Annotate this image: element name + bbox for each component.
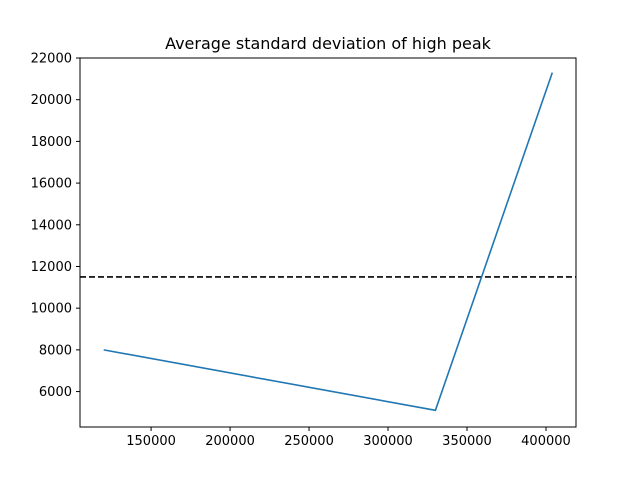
series-line [103,72,554,412]
x-axis: 150000 200000 250000 300000 350000 400000 [126,427,571,449]
x-tick-label: 150000 [126,434,176,449]
y-tick-label: 22000 [31,52,72,67]
y-tick-label: 18000 [31,135,72,150]
series-group [103,72,554,412]
x-tick-label: 250000 [284,434,334,449]
x-tick-label: 200000 [205,434,255,449]
y-tick-label: 16000 [31,177,72,192]
x-tick-label: 350000 [442,434,492,449]
chart-title: Average standard deviation of high peak [165,34,492,53]
y-tick-label: 6000 [39,385,72,400]
y-tick-label: 14000 [31,218,72,233]
x-tick-label: 400000 [521,434,571,449]
plot-area-frame [79,57,577,428]
y-tick-label: 8000 [39,343,72,358]
y-axis: 6000 8000 10000 12000 14000 16000 18000 20000 22… [31,52,80,400]
y-tick-label: 12000 [31,260,72,275]
y-tick-label: 20000 [31,93,72,108]
y-tick-label: 10000 [31,302,72,317]
x-tick-label: 300000 [363,434,413,449]
